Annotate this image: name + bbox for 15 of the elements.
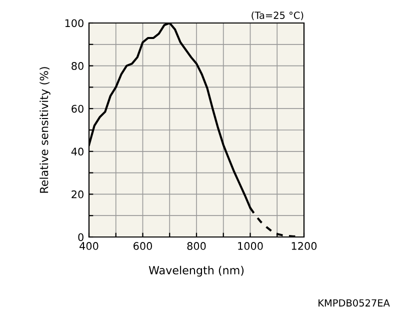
x-axis-title: Wavelength (nm) — [148, 266, 244, 277]
x-tick-label: 400 — [80, 242, 98, 250]
y-axis-title: Relative sensitivity (%) — [40, 67, 50, 193]
text: (Ta=25 °C) — [252, 11, 304, 20]
y-tick-label: 40 — [71, 148, 84, 156]
y-tick-label: 60 — [72, 104, 84, 113]
x-tick-label: 800 — [187, 242, 206, 250]
y-tick-label: 0 — [78, 233, 84, 242]
y-tick-label: 100 — [65, 19, 84, 28]
y-tick-label: 20 — [72, 190, 84, 198]
text: KMPDB0527EA — [318, 299, 390, 307]
x-tick-label: 1000 — [238, 242, 263, 250]
x-tick-label: 1200 — [292, 242, 317, 250]
y-tick-label: 80 — [72, 62, 84, 70]
x-tick-label: 600 — [134, 242, 152, 250]
